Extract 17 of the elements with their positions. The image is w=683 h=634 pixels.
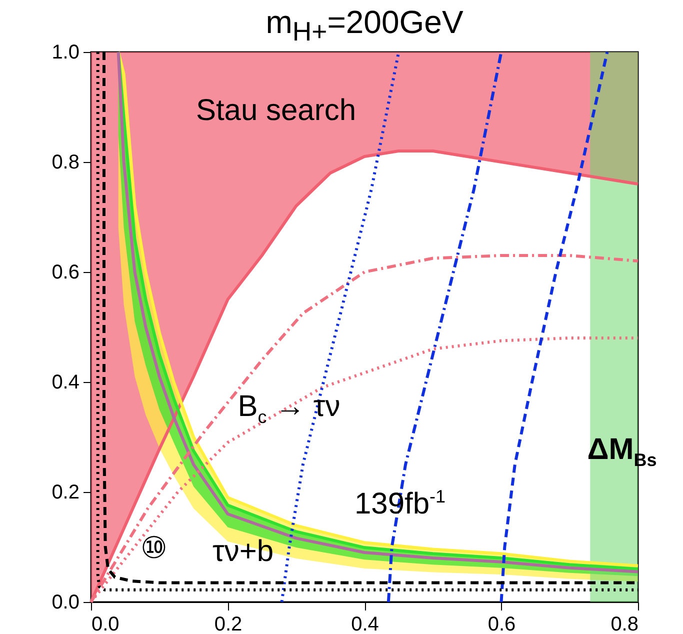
y-tick-label: 0.0 [52, 592, 80, 614]
y-tick-label: 0.2 [52, 482, 80, 504]
annotation: B$_{c}$ → τν [238, 390, 340, 428]
x-tick-label: 0.8 [610, 614, 638, 634]
y-tick-label: 0.6 [52, 262, 80, 284]
x-tick-label: 0.2 [214, 614, 242, 634]
annotation: ⑩ [140, 531, 168, 566]
y-tick-label: 1.0 [52, 42, 80, 64]
annotation: Stau search [196, 94, 356, 128]
annotation: τν+b [212, 535, 274, 569]
chart-title: m$_{H+}$=200GeV [264, 4, 464, 48]
x-tick-label: 0.4 [351, 614, 379, 634]
y-tick-label: 0.8 [52, 152, 80, 174]
annotation: 139fb$^{-1}$ [354, 486, 446, 522]
x-tick-label: 0.0 [92, 614, 120, 634]
y-tick-label: 0.4 [52, 372, 80, 394]
x-tick-label: 0.6 [488, 614, 516, 634]
